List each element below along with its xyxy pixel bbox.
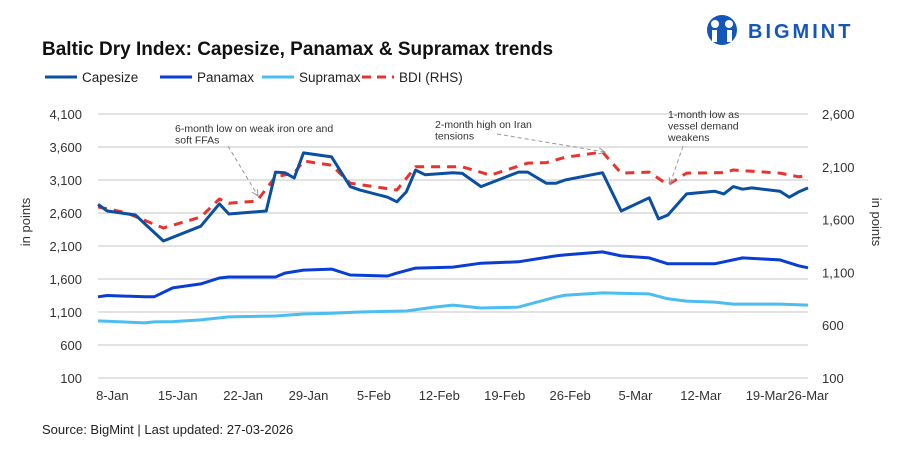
legend-label: BDI (RHS) <box>399 70 463 85</box>
arrowhead-icon <box>598 147 607 155</box>
y-tick-label: 100 <box>60 371 82 386</box>
annotation-text: tensions <box>435 131 474 143</box>
annotation-arrow <box>496 133 606 153</box>
annotation-text: 6-month low on weak iron ore and <box>175 123 333 135</box>
annotation-arrow <box>227 145 259 197</box>
legend-label: Capesize <box>82 70 138 85</box>
y-tick-label: 1,100 <box>49 305 82 320</box>
annotation-text: weakens <box>667 132 709 144</box>
x-tick-label: 5-Feb <box>357 388 391 403</box>
series-line-supramax <box>97 291 809 325</box>
x-tick-label: 19-Mar <box>746 388 788 403</box>
y2-tick-label: 1,100 <box>822 265 855 280</box>
x-tick-label: 5-Mar <box>619 388 654 403</box>
series-line-bdi-rhs <box>97 150 809 230</box>
annotation-text: 2-month high on Iran <box>435 119 532 131</box>
y-tick-label: 2,100 <box>49 239 82 254</box>
series-line-capesize <box>97 151 809 243</box>
x-tick-label: 19-Feb <box>484 388 525 403</box>
gridlines <box>98 113 808 379</box>
y-axis-right: 100 600 1,100 1,600 2,100 2,600 <box>822 107 855 386</box>
chart-title: Baltic Dry Index: Capesize, Panamax & Su… <box>42 39 553 60</box>
y-tick-label: 4,100 <box>49 107 82 122</box>
y2-tick-label: 2,100 <box>822 160 855 175</box>
y2-tick-label: 600 <box>822 318 844 333</box>
x-tick-label: 22-Jan <box>223 388 263 403</box>
series-line-panamax <box>97 250 809 299</box>
y2-tick-label: 1,600 <box>822 213 855 228</box>
arrowhead-icon <box>668 176 676 186</box>
annotation-text: 1-month low as <box>668 109 739 121</box>
source-note: Source: BigMint | Last updated: 27-03-20… <box>42 422 293 437</box>
y2-tick-label: 2,600 <box>822 107 855 122</box>
y-tick-label: 2,600 <box>49 206 82 221</box>
x-tick-label: 15-Jan <box>158 388 198 403</box>
x-tick-label: 12-Feb <box>419 388 460 403</box>
y-axis-left: 100 600 1,100 1,600 2,100 2,600 3,100 3,600 4,10… <box>49 107 82 386</box>
y2-axis-label: in points <box>869 198 884 247</box>
legend-label: Panamax <box>197 70 254 85</box>
y-tick-label: 600 <box>60 338 82 353</box>
x-tick-label: 26-Feb <box>550 388 591 403</box>
x-tick-label: 8-Jan <box>96 388 129 403</box>
arrowhead-icon <box>251 188 259 197</box>
annotation-text: vessel demand <box>668 121 739 133</box>
y2-tick-label: 100 <box>822 371 844 386</box>
y-axis-label: in points <box>18 197 33 246</box>
x-tick-label: 29-Jan <box>289 388 329 403</box>
annotation-text: soft FFAs <box>175 135 219 147</box>
legend-label: Supramax <box>299 70 361 85</box>
annotation-arrow <box>669 145 684 185</box>
series-lines <box>97 150 809 325</box>
x-tick-label: 26-Mar <box>787 388 829 403</box>
logo-text: BIGMINT <box>748 21 853 43</box>
x-axis: 8-Jan 15-Jan 22-Jan 29-Jan 5-Feb 12-Feb 19-Feb… <box>96 388 829 403</box>
y-tick-label: 1,600 <box>49 272 82 287</box>
logo-emblem-icon <box>707 15 737 45</box>
x-tick-label: 12-Mar <box>680 388 722 403</box>
y-tick-label: 3,600 <box>49 140 82 155</box>
y-tick-label: 3,100 <box>49 173 82 188</box>
logo: BIGMINT <box>707 15 853 45</box>
legend: Capesize Panamax Supramax BDI (RHS) <box>45 70 463 85</box>
